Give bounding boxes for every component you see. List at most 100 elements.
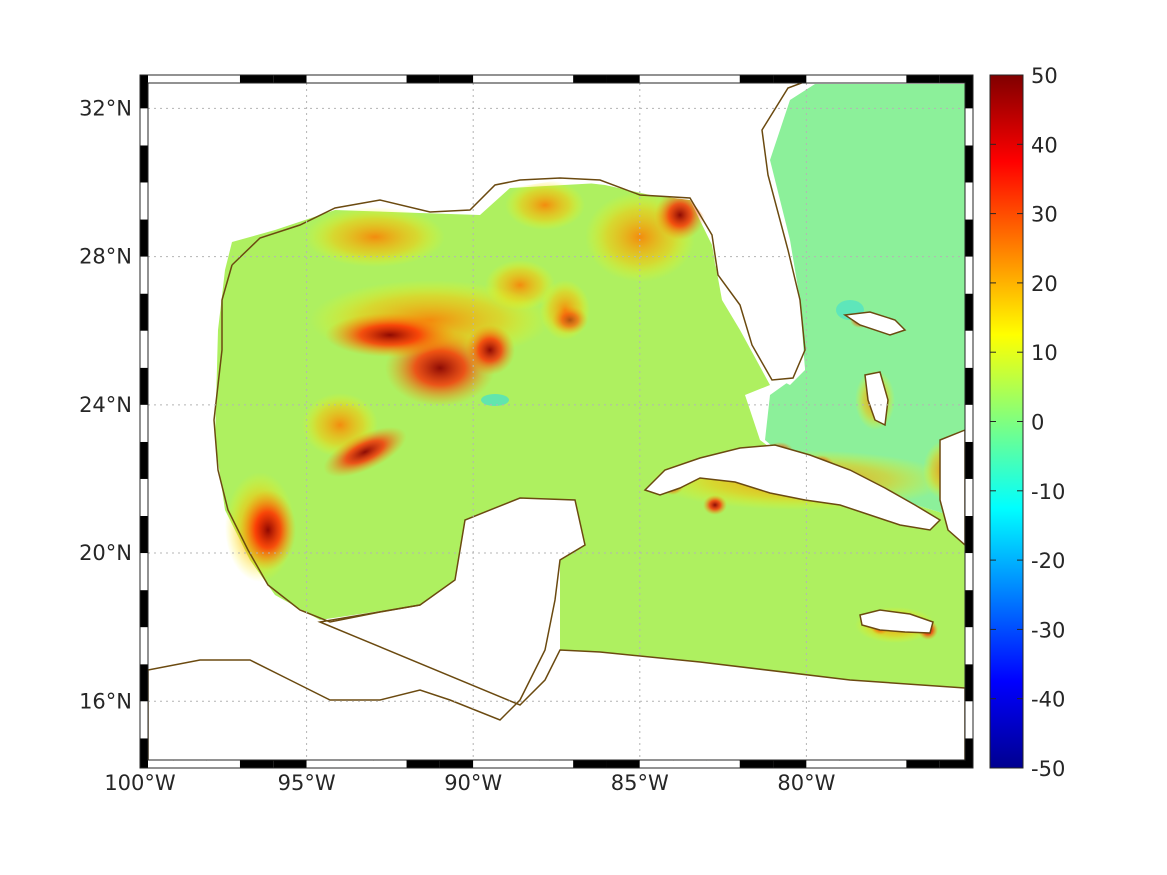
frame-segment-bottom	[339, 760, 374, 768]
frame-segment-bottom	[140, 760, 174, 768]
frame-segment-top	[673, 75, 707, 83]
frame-segment-left	[140, 478, 148, 516]
frame-segment-bottom	[539, 760, 574, 768]
colorbar-tick-label: -20	[1031, 549, 1065, 573]
frame-segment-top	[773, 75, 807, 83]
hot-spot	[703, 495, 727, 515]
map-frame	[139, 74, 974, 769]
frame-segment-right	[965, 108, 973, 146]
frame-segment-top	[606, 75, 640, 83]
frame-segment-right	[965, 293, 973, 331]
frame-segment-bottom	[773, 760, 807, 768]
frame-segment-top	[806, 75, 840, 83]
us-gulf-coast	[231, 82, 807, 381]
colorbar-tick-label: 10	[1031, 341, 1058, 365]
frame-segment-left	[140, 701, 148, 739]
colorbar-tick-label: 30	[1031, 203, 1058, 227]
colorbar-tick-label: 50	[1031, 64, 1058, 88]
lon-tick-label: 90°W	[444, 771, 502, 795]
frame-segment-right	[965, 219, 973, 257]
colorbar-tick-label: -50	[1031, 757, 1065, 781]
frame-segment-left	[140, 404, 148, 442]
frame-segment-bottom	[406, 760, 440, 768]
frame-segment-left	[140, 145, 148, 183]
lon-tick-label: 85°W	[611, 771, 669, 795]
frame-segment-right	[965, 145, 973, 183]
frame-segment-bottom	[373, 760, 407, 768]
frame-segment-right	[965, 256, 973, 294]
frame-segment-bottom	[806, 760, 840, 768]
frame-segment-left	[140, 738, 148, 768]
longitude-tick-labels: 100°W 95°W 90°W 85°W 80°W	[104, 771, 835, 795]
jamaica-land	[859, 609, 934, 634]
frame-segment-left	[140, 75, 148, 109]
warm-patch	[305, 207, 445, 267]
colorbar-tick-label: 40	[1031, 133, 1058, 157]
frame-segment-left	[140, 627, 148, 665]
colorbar-tick-label: -40	[1031, 688, 1065, 712]
frame-segment-top	[173, 75, 207, 83]
frame-segment-top	[439, 75, 474, 83]
frame-segment-bottom	[839, 760, 874, 768]
frame-segment-right	[965, 553, 973, 591]
lon-tick-label: 100°W	[104, 771, 176, 795]
cuba-land	[643, 444, 942, 531]
frame-segment-right	[965, 738, 973, 768]
frame-segment-top	[873, 75, 907, 83]
bahamas-land	[864, 371, 889, 427]
frame-segment-bottom	[273, 760, 307, 768]
frame-segment-top	[206, 75, 240, 83]
frame-segment-top	[506, 75, 540, 83]
frame-segment-bottom	[939, 760, 973, 768]
frame-segment-right	[965, 330, 973, 368]
lon-tick-label: 95°W	[278, 771, 336, 795]
frame-segment-left	[140, 293, 148, 331]
frame-segment-top	[906, 75, 940, 83]
frame-segment-right	[965, 441, 973, 479]
colorbar-tick-label: -30	[1031, 618, 1065, 642]
frame-segment-right	[965, 75, 973, 109]
hot-spot	[323, 426, 407, 478]
frame-segment-left	[140, 330, 148, 368]
frame-segment-bottom	[873, 760, 907, 768]
frame-segment-left	[140, 516, 148, 554]
land-masks	[148, 82, 965, 761]
frame-segment-right	[965, 182, 973, 220]
frame-segment-top	[539, 75, 574, 83]
frame-segment-bottom	[639, 760, 674, 768]
frame-segment-bottom	[673, 760, 707, 768]
frame-segment-left	[140, 664, 148, 702]
hispaniola-land	[939, 429, 965, 547]
lat-tick-label: 28°N	[79, 245, 132, 269]
frame-segment-right	[965, 701, 973, 739]
frame-segment-right	[965, 404, 973, 442]
hot-spot	[465, 325, 515, 375]
hot-spot	[325, 313, 455, 357]
frame-segment-right	[965, 664, 973, 702]
hot-spot	[552, 306, 588, 334]
frame-segment-left	[140, 590, 148, 628]
frame-segment-top	[473, 75, 507, 83]
frame-segment-bottom	[706, 760, 740, 768]
frame-segment-left	[140, 219, 148, 257]
frame-segment-bottom	[906, 760, 940, 768]
frame-segment-right	[965, 516, 973, 554]
frame-segment-right	[965, 478, 973, 516]
frame-segment-bottom	[239, 760, 274, 768]
frame-segment-top	[306, 75, 340, 83]
frame-segment-top	[639, 75, 674, 83]
frame-segment-left	[140, 182, 148, 220]
hot-spot	[240, 490, 296, 570]
lat-tick-label: 24°N	[79, 393, 132, 417]
frame-segment-right	[965, 367, 973, 405]
colorbar-tick-label: 0	[1031, 411, 1044, 435]
frame-segment-top	[373, 75, 407, 83]
cool-spot	[481, 394, 509, 406]
frame-segment-right	[965, 627, 973, 665]
frame-segment-bottom	[173, 760, 207, 768]
frame-segment-bottom	[573, 760, 607, 768]
frame-segment-left	[140, 441, 148, 479]
frame-segment-right	[965, 590, 973, 628]
grid-lines	[148, 83, 965, 760]
